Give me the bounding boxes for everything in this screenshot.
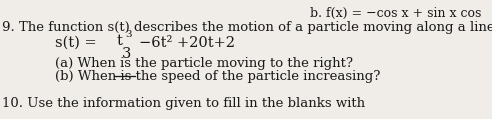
Text: s(t) =: s(t) = (55, 36, 96, 50)
Text: (b) When is the speed of the particle increasing?: (b) When is the speed of the particle in… (55, 70, 380, 83)
Text: −6t² +20t+2: −6t² +20t+2 (139, 36, 235, 50)
Text: (a) When is the particle moving to the right?: (a) When is the particle moving to the r… (55, 57, 353, 70)
Text: 10. Use the information given to fill in the blanks with: 10. Use the information given to fill in… (2, 97, 365, 110)
Text: 3: 3 (125, 30, 132, 39)
Text: 3: 3 (122, 47, 131, 61)
Text: t: t (117, 34, 123, 48)
Text: b. f(x) = −cos x + sin x cos   on [−2π,: b. f(x) = −cos x + sin x cos on [−2π, (310, 7, 492, 20)
Text: 9. The function s(t) describes the motion of a particle moving along a line for : 9. The function s(t) describes the motio… (2, 21, 492, 34)
